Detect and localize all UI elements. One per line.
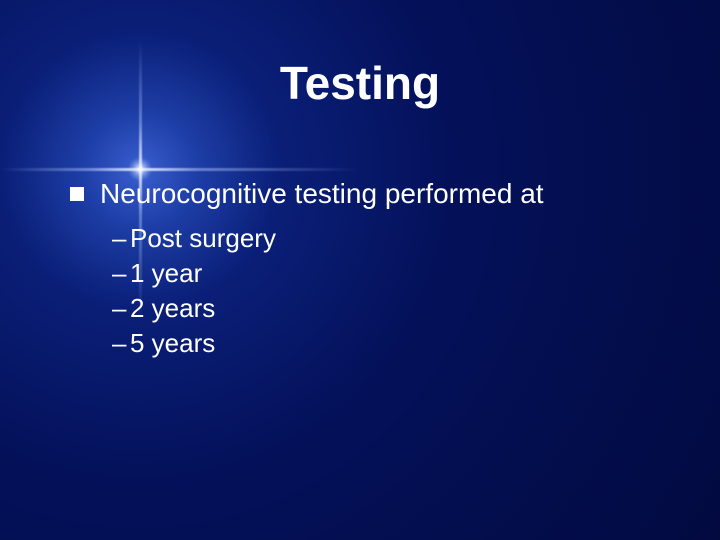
sub-bullet-text: 2 years: [130, 293, 215, 323]
slide: Testing Neurocognitive testing performed…: [0, 0, 720, 540]
bullet-item: Neurocognitive testing performed at: [70, 176, 670, 211]
sub-bullet-item: – 2 years: [112, 291, 670, 326]
sub-bullet-item: – Post surgery: [112, 221, 670, 256]
sub-bullet-text: 1 year: [130, 258, 202, 288]
dash-icon: –: [112, 221, 130, 256]
sub-bullet-text: Post surgery: [130, 223, 276, 253]
sub-bullet-list: – Post surgery – 1 year – 2 years – 5 ye…: [112, 221, 670, 361]
square-bullet-icon: [70, 187, 84, 201]
sub-bullet-text: 5 years: [130, 328, 215, 358]
slide-body: Neurocognitive testing performed at – Po…: [70, 176, 670, 361]
dash-icon: –: [112, 326, 130, 361]
dash-icon: –: [112, 291, 130, 326]
slide-title: Testing: [0, 56, 720, 110]
bullet-item-text: Neurocognitive testing performed at: [100, 176, 544, 211]
lens-flare-horizontal: [0, 168, 360, 171]
dash-icon: –: [112, 256, 130, 291]
sub-bullet-item: – 5 years: [112, 326, 670, 361]
sub-bullet-item: – 1 year: [112, 256, 670, 291]
